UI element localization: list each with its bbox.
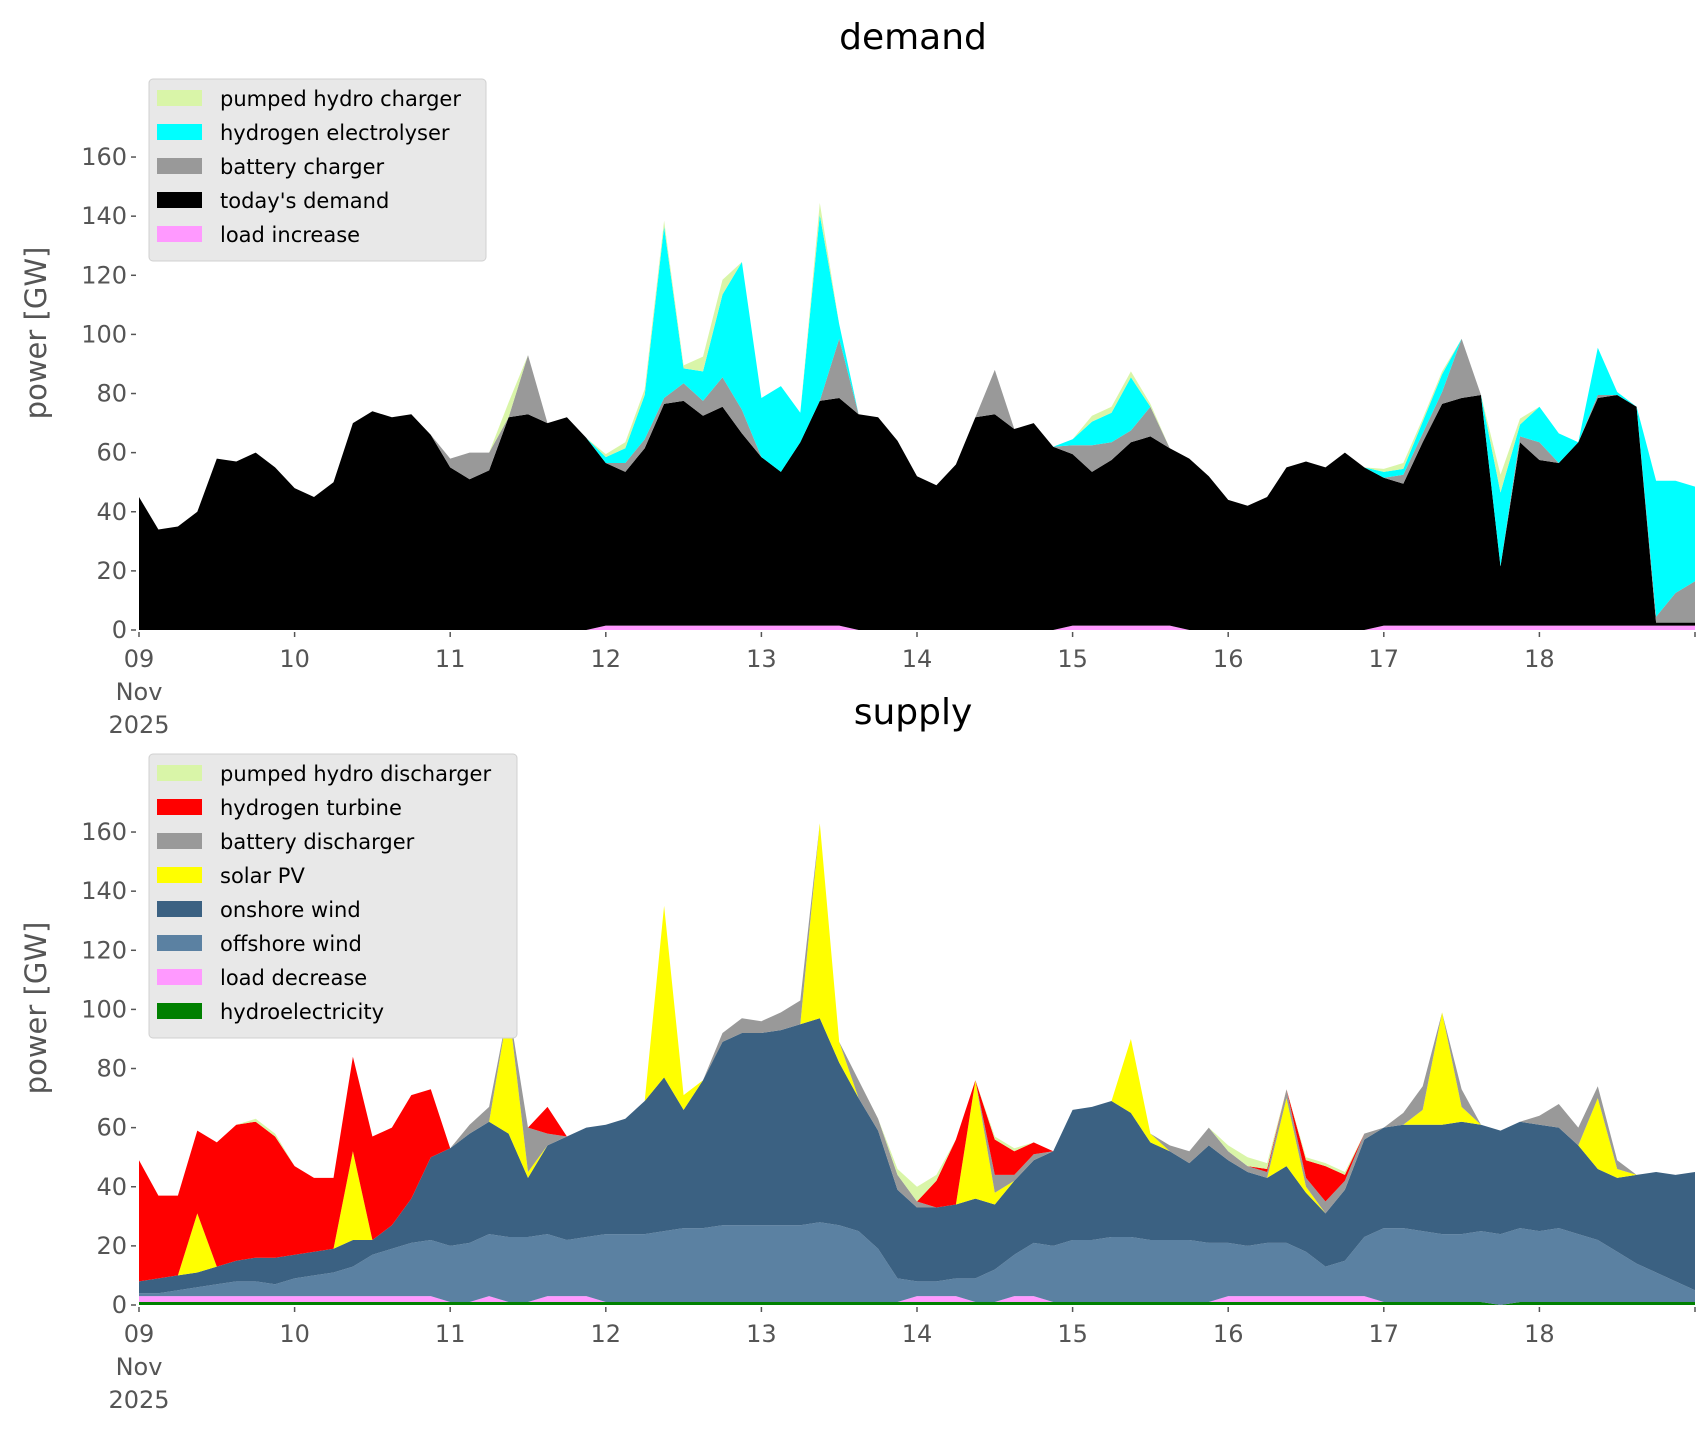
x-tick-label: 10 <box>279 645 310 673</box>
legend-swatch <box>157 226 202 242</box>
legend-swatch <box>157 867 202 883</box>
legend-swatch <box>157 969 202 985</box>
legend-box <box>148 78 487 262</box>
legend-swatch <box>157 90 202 106</box>
x-tick-label: 12 <box>591 645 622 673</box>
x-tick-label: 13 <box>746 1320 777 1348</box>
legend-label: hydrogen turbine <box>220 796 402 820</box>
legend-label: today's demand <box>220 189 389 213</box>
y-tick-label: 40 <box>96 1173 127 1201</box>
legend-swatch <box>157 935 202 951</box>
y-tick-label: 100 <box>81 320 127 348</box>
x-tick-label: 18 <box>1524 1320 1555 1348</box>
area-battery-charger <box>139 338 1695 623</box>
y-tick-label: 120 <box>81 261 127 289</box>
x-tick-label: 17 <box>1369 645 1400 673</box>
legend-swatch <box>157 765 202 781</box>
x-tick-label: 11 <box>435 645 466 673</box>
legend-label: hydrogen electrolyser <box>220 121 450 145</box>
x-tick-label: 2025 <box>108 1386 169 1414</box>
y-tick-label: 20 <box>96 557 127 585</box>
x-tick-label: 15 <box>1057 645 1088 673</box>
legend-label: battery discharger <box>220 830 415 854</box>
x-tick-label: 13 <box>746 645 777 673</box>
y-tick-label: 0 <box>112 1291 127 1319</box>
y-tick-label: 0 <box>112 616 127 644</box>
area-load-decrease <box>139 1296 1695 1305</box>
y-tick-label: 40 <box>96 498 127 526</box>
x-tick-label: 09 <box>124 645 155 673</box>
area-hydroelectricity <box>139 1302 1695 1305</box>
demand-legend: pumped hydro charger hydrogen electrolyse… <box>148 78 487 262</box>
x-tick-label: Nov <box>116 678 163 706</box>
area-onshore-wind <box>139 1018 1695 1294</box>
y-tick-label: 160 <box>81 818 127 846</box>
y-tick-label: 80 <box>96 380 127 408</box>
legend-swatch <box>157 799 202 815</box>
demand-y-axis-label: power [GW] <box>19 247 53 420</box>
legend-label: battery charger <box>220 155 385 179</box>
legend-swatch <box>157 158 202 174</box>
y-tick-label: 60 <box>96 439 127 467</box>
legend-label: pumped hydro charger <box>220 87 461 111</box>
demand-axes: 0 20 40 60 80 100 120 140 160 09 Nov 2025 10 11 12 13 14… <box>81 143 1696 739</box>
y-tick-label: 80 <box>96 1055 127 1083</box>
x-tick-label: Nov <box>116 1353 163 1381</box>
y-tick-label: 100 <box>81 995 127 1023</box>
legend-label: pumped hydro discharger <box>220 762 491 786</box>
x-tick-label: 16 <box>1213 1320 1244 1348</box>
x-tick-label: 14 <box>902 1320 933 1348</box>
x-tick-label: 15 <box>1057 1320 1088 1348</box>
y-tick-label: 20 <box>96 1232 127 1260</box>
demand-panel: demand 0 20 40 60 80 100 120 140 160 09 Nov 2025 10 1… <box>19 17 1696 739</box>
x-tick-label: 10 <box>279 1320 310 1348</box>
area-offshore-wind <box>139 1222 1695 1305</box>
demand-title: demand <box>839 17 987 58</box>
area-today-s-demand <box>139 395 1695 630</box>
area-load-increase <box>139 625 1695 630</box>
demand-areas <box>139 202 1695 630</box>
legend-label: offshore wind <box>220 932 362 956</box>
x-tick-label: 17 <box>1369 1320 1400 1348</box>
legend-label: onshore wind <box>220 898 361 922</box>
legend-label: load increase <box>220 223 360 247</box>
x-tick-label: 18 <box>1524 645 1555 673</box>
supply-legend: pumped hydro discharger hydrogen turbine b… <box>148 753 518 1039</box>
area-battery-discharger <box>139 823 1695 1282</box>
x-tick-label: 09 <box>124 1320 155 1348</box>
legend-swatch <box>157 192 202 208</box>
supply-panel: supply 0 20 40 60 80 100 120 140 160 09 Nov 2025 10 1… <box>19 692 1696 1414</box>
y-tick-label: 160 <box>81 143 127 171</box>
legend-label: hydroelectricity <box>220 1000 384 1024</box>
x-tick-label: 11 <box>435 1320 466 1348</box>
supply-y-axis-label: power [GW] <box>19 922 53 1095</box>
y-tick-label: 120 <box>81 936 127 964</box>
legend-label: solar PV <box>220 864 305 888</box>
area-hydrogen-turbine <box>139 823 1695 1282</box>
x-tick-label: 12 <box>591 1320 622 1348</box>
y-tick-label: 140 <box>81 202 127 230</box>
supply-areas <box>139 823 1695 1305</box>
x-tick-label: 16 <box>1213 645 1244 673</box>
y-tick-label: 60 <box>96 1114 127 1142</box>
x-tick-label: 2025 <box>108 711 169 739</box>
legend-label: load decrease <box>220 966 367 990</box>
y-tick-label: 140 <box>81 877 127 905</box>
supply-title: supply <box>854 692 973 733</box>
legend-swatch <box>157 124 202 140</box>
supply-axes: 0 20 40 60 80 100 120 140 160 09 Nov 2025 10 11 12 13 14… <box>81 818 1696 1414</box>
legend-swatch <box>157 901 202 917</box>
legend-swatch <box>157 833 202 849</box>
legend-swatch <box>157 1003 202 1019</box>
x-tick-label: 14 <box>902 645 933 673</box>
legend-box <box>148 753 518 1039</box>
